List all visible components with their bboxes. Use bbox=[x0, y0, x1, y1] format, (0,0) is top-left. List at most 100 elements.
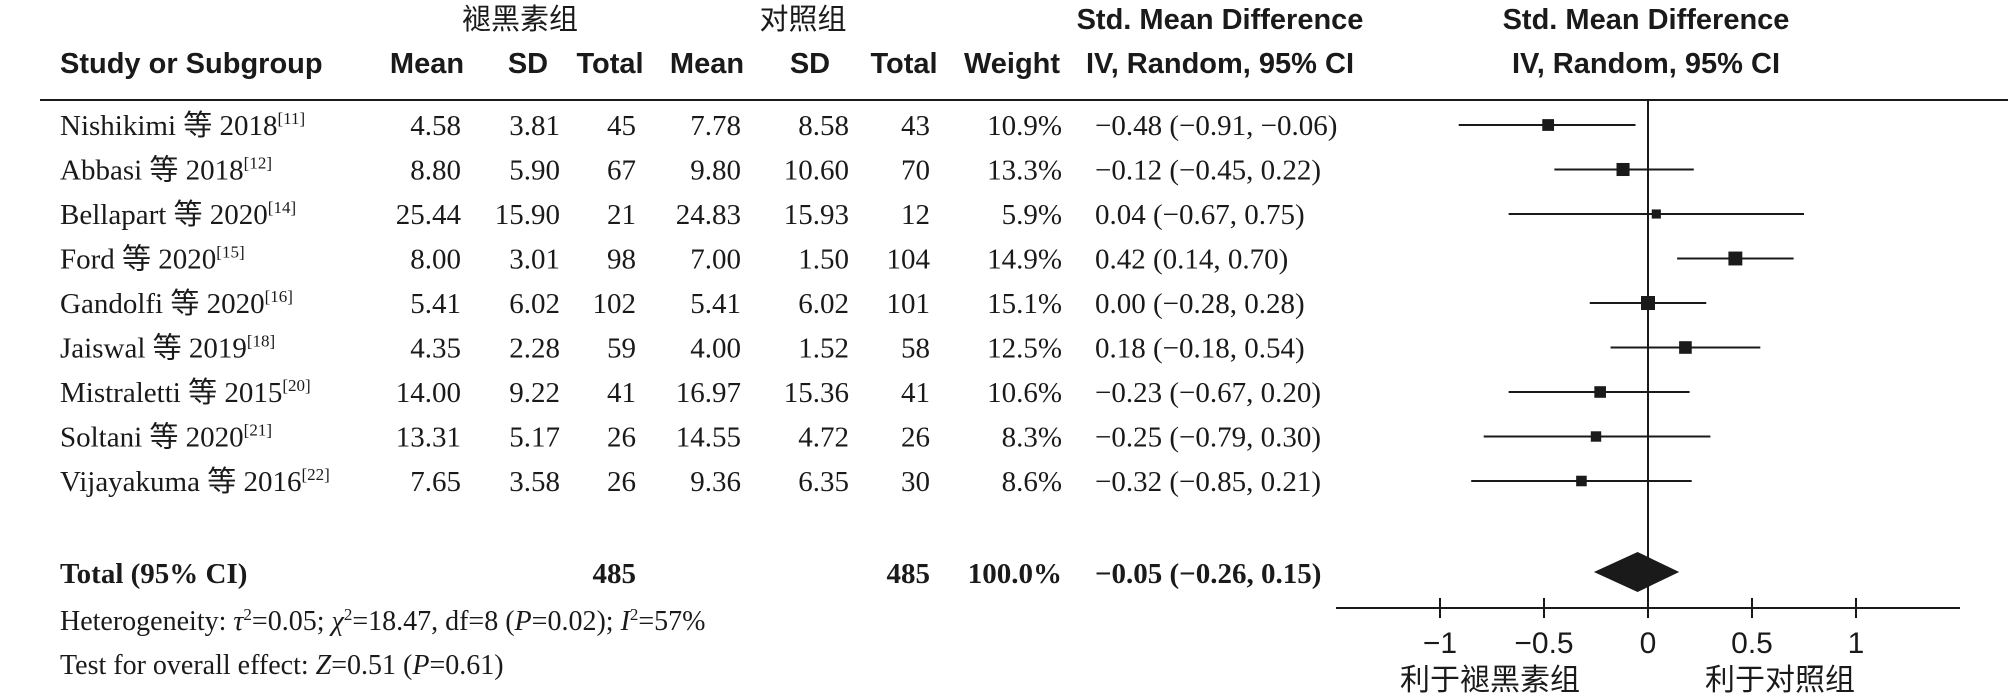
study-weight: 8.6% bbox=[1002, 466, 1062, 498]
effect-method-header: IV, Random, 95% CI bbox=[1086, 48, 1354, 80]
study-row: Bellapart 等 2020[14] 25.44 15.90 21 24.83 15.… bbox=[60, 198, 1305, 231]
study-weight: 12.5% bbox=[987, 333, 1062, 365]
treatment-sd: 3.01 bbox=[509, 244, 560, 276]
control-sd: 1.52 bbox=[798, 333, 849, 365]
effect-column-title: Std. Mean Difference bbox=[1077, 4, 1364, 36]
study-ci-text: −0.23 (−0.67, 0.20) bbox=[1095, 377, 1321, 409]
treatment-total: 98 bbox=[607, 244, 636, 276]
control-total: 12 bbox=[901, 199, 930, 231]
study-weight: 8.3% bbox=[1002, 422, 1062, 454]
study-row: Abbasi 等 2018[12] 8.80 5.90 67 9.80 10.60 70 13… bbox=[60, 154, 1321, 187]
study-weight: 15.1% bbox=[987, 288, 1062, 320]
x-tick-label: −1 bbox=[1423, 627, 1457, 660]
study-ci-text: 0.04 (−0.67, 0.75) bbox=[1095, 199, 1305, 231]
treatment-sd: 6.02 bbox=[509, 288, 560, 320]
control-mean: 7.78 bbox=[690, 110, 741, 142]
control-sd: 8.58 bbox=[798, 110, 849, 142]
treatment-sd-header: SD bbox=[508, 48, 548, 80]
control-total: 43 bbox=[901, 110, 930, 142]
control-mean: 14.55 bbox=[676, 422, 741, 454]
study-point-estimate bbox=[1728, 251, 1743, 266]
study-point-estimate bbox=[1651, 209, 1661, 219]
treatment-total: 21 bbox=[607, 199, 636, 231]
study-column-header: Study or Subgroup bbox=[60, 48, 323, 80]
x-tick-label: 1 bbox=[1848, 627, 1865, 660]
favours-control-label: 利于对照组 bbox=[1705, 663, 1855, 698]
study-label: Ford 等 2020[15] bbox=[60, 243, 245, 276]
treatment-sd: 3.81 bbox=[509, 110, 560, 142]
control-sd: 10.60 bbox=[784, 155, 849, 187]
control-mean: 5.41 bbox=[690, 288, 741, 320]
study-label: Bellapart 等 2020[14] bbox=[60, 198, 296, 231]
overall-effect-text: Test for overall effect: Z=0.51 (P=0.61) bbox=[60, 650, 504, 681]
study-row: Jaiswal 等 2019[18] 4.35 2.28 59 4.00 1.52 58 12… bbox=[60, 332, 1305, 365]
study-row: Nishikimi 等 2018[11] 4.58 3.81 45 7.78 8.58 43… bbox=[60, 109, 1337, 142]
heterogeneity-text: Heterogeneity: τ2=0.05; χ2=18.47, df=8 (… bbox=[60, 605, 706, 637]
study-ci-text: −0.48 (−0.91, −0.06) bbox=[1095, 110, 1337, 142]
x-tick-label: −0.5 bbox=[1514, 627, 1573, 660]
study-ci-text: 0.00 (−0.28, 0.28) bbox=[1095, 288, 1305, 320]
study-label: Soltani 等 2020[21] bbox=[60, 421, 272, 454]
study-row: Vijayakuma 等 2016[22] 7.65 3.58 26 9.36 6.35 3… bbox=[60, 465, 1321, 498]
treatment-mean: 5.41 bbox=[410, 288, 461, 320]
study-point-estimate bbox=[1542, 119, 1555, 131]
study-row: Mistraletti 等 2015[20] 14.00 9.22 41 16.97 15… bbox=[60, 376, 1321, 409]
treatment-mean: 8.00 bbox=[410, 244, 461, 276]
treatment-sd: 9.22 bbox=[509, 377, 560, 409]
study-weight: 10.6% bbox=[987, 377, 1062, 409]
treatment-total-header: Total bbox=[576, 48, 643, 80]
study-row: Ford 等 2020[15] 8.00 3.01 98 7.00 1.50 104 14.9… bbox=[60, 243, 1288, 276]
x-tick-label: 0 bbox=[1640, 627, 1657, 660]
control-sd: 6.02 bbox=[798, 288, 849, 320]
control-total-header: Total bbox=[870, 48, 937, 80]
total-weight: 100.0% bbox=[968, 558, 1062, 590]
plot-column-title: Std. Mean Difference bbox=[1503, 4, 1790, 36]
treatment-sd: 2.28 bbox=[509, 333, 560, 365]
study-point-estimate bbox=[1590, 431, 1602, 442]
control-mean: 4.00 bbox=[690, 333, 741, 365]
study-weight: 10.9% bbox=[987, 110, 1062, 142]
control-mean: 7.00 bbox=[690, 244, 741, 276]
study-ci-text: 0.18 (−0.18, 0.54) bbox=[1095, 333, 1305, 365]
study-label: Jaiswal 等 2019[18] bbox=[60, 332, 275, 365]
control-total: 41 bbox=[901, 377, 930, 409]
favours-treatment-label: 利于褪黑素组 bbox=[1400, 663, 1580, 698]
study-point-estimate bbox=[1616, 162, 1630, 177]
control-mean: 9.80 bbox=[690, 155, 741, 187]
study-point-estimate bbox=[1641, 296, 1655, 310]
control-total: 26 bbox=[901, 422, 930, 454]
study-weight: 5.9% bbox=[1002, 199, 1062, 231]
treatment-total: 26 bbox=[607, 466, 636, 498]
pooled-estimate-diamond bbox=[1593, 552, 1680, 592]
treatment-mean: 14.00 bbox=[396, 377, 461, 409]
study-ci-text: −0.32 (−0.85, 0.21) bbox=[1095, 466, 1321, 498]
treatment-total: 41 bbox=[607, 377, 636, 409]
treatment-total: 26 bbox=[607, 422, 636, 454]
treatment-total: 67 bbox=[607, 155, 636, 187]
total-label: Total (95% CI) bbox=[60, 558, 247, 590]
control-total: 58 bbox=[901, 333, 930, 365]
study-label: Vijayakuma 等 2016[22] bbox=[60, 465, 330, 498]
study-label: Mistraletti 等 2015[20] bbox=[60, 376, 311, 409]
treatment-mean-header: Mean bbox=[390, 48, 464, 80]
study-label: Nishikimi 等 2018[11] bbox=[60, 109, 305, 142]
treatment-mean: 25.44 bbox=[396, 199, 462, 231]
treatment-mean: 8.80 bbox=[410, 155, 461, 187]
control-total: 104 bbox=[887, 244, 931, 276]
treatment-total: 102 bbox=[593, 288, 637, 320]
control-mean: 24.83 bbox=[676, 199, 741, 231]
study-ci-text: 0.42 (0.14, 0.70) bbox=[1095, 244, 1288, 276]
treatment-mean: 7.65 bbox=[410, 466, 461, 498]
study-point-estimate bbox=[1576, 475, 1587, 487]
study-label: Gandolfi 等 2020[16] bbox=[60, 287, 293, 320]
study-row: Gandolfi 等 2020[16] 5.41 6.02 102 5.41 6.02 10… bbox=[60, 287, 1305, 320]
study-point-estimate bbox=[1594, 386, 1606, 398]
control-sd-header: SD bbox=[790, 48, 830, 80]
weight-header: Weight bbox=[964, 48, 1060, 80]
total-control-n: 485 bbox=[887, 558, 931, 590]
control-mean: 9.36 bbox=[690, 466, 741, 498]
treatment-total: 45 bbox=[607, 110, 636, 142]
treatment-sd: 3.58 bbox=[509, 466, 560, 498]
control-sd: 15.36 bbox=[784, 377, 849, 409]
